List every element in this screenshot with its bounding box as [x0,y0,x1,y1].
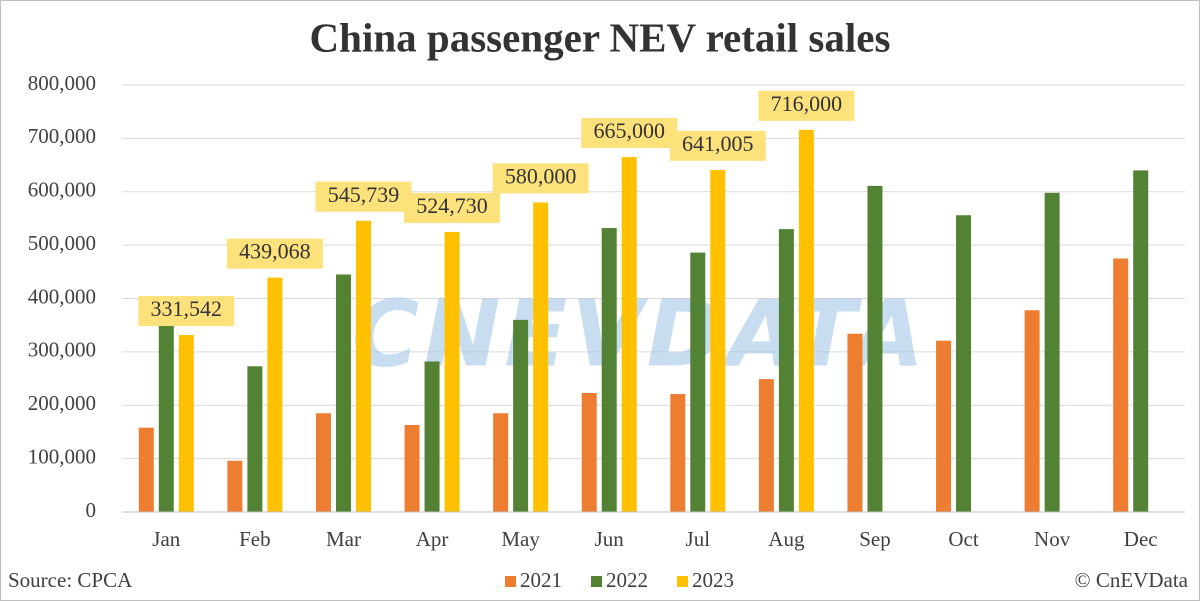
x-tick-label: Aug [768,527,805,551]
y-tick-label: 300,000 [28,338,96,362]
bar [1113,258,1129,512]
legend-swatch [677,576,688,587]
x-tick-label: Jul [686,527,711,551]
bar [424,361,440,512]
y-tick-label: 800,000 [28,71,96,95]
bar [1024,310,1040,512]
bar [267,277,283,512]
bar [178,335,194,512]
value-label: 439,068 [239,239,311,264]
bar [315,413,331,512]
bar [335,274,351,512]
value-label-box [138,296,235,327]
bar [867,185,883,512]
x-tick-label: Apr [416,527,449,551]
value-label-box [758,90,855,121]
credit: © CnEVData [1075,568,1189,592]
bar [670,394,686,512]
legend-swatch [591,576,602,587]
bar [513,319,529,512]
bar [758,379,774,512]
value-label: 331,542 [151,296,223,321]
source: Source: CPCA [8,568,133,592]
value-label: 641,005 [682,131,754,156]
bar [404,424,420,512]
bar [247,366,263,512]
legend-label: 2021 [520,568,562,592]
bar [710,169,726,512]
bar [690,252,706,512]
bar [798,129,814,512]
value-label-box [315,181,412,212]
y-tick-label: 200,000 [28,391,96,415]
x-tick-label: Feb [239,527,271,551]
y-tick-label: 400,000 [28,284,96,308]
bar [1133,170,1149,512]
y-tick-label: 500,000 [28,231,96,255]
x-tick-label: Nov [1034,527,1071,551]
x-tick-label: Dec [1124,527,1158,551]
value-label-box [404,192,501,223]
bar [444,231,460,513]
value-label: 545,739 [328,182,400,207]
legend-swatch [505,576,516,587]
chart-title: China passenger NEV retail sales [310,14,891,60]
bar [956,215,972,513]
bar [227,460,243,512]
bar [493,413,509,512]
value-label: 524,730 [416,193,488,218]
y-tick-label: 600,000 [28,178,96,202]
bar [847,333,863,512]
legend-label: 2022 [606,568,648,592]
value-label: 580,000 [505,163,577,188]
value-label: 665,000 [593,118,665,143]
bar [778,229,794,513]
bar [355,220,371,513]
bar [581,392,597,512]
bar [1044,192,1060,512]
bar [601,228,617,513]
value-label-box [669,130,766,161]
bar [936,340,952,512]
y-tick-label: 700,000 [28,124,96,148]
bar [158,325,174,512]
x-tick-label: Jan [152,527,180,551]
legend-label: 2023 [692,568,734,592]
x-tick-label: Jun [595,527,625,551]
bar [138,427,154,512]
bar [533,202,549,513]
value-label: 716,000 [771,91,843,116]
value-label-box [226,238,323,269]
x-tick-label: Mar [326,527,361,551]
value-label-box [581,118,678,149]
x-tick-label: Oct [948,527,978,551]
y-tick-label: 100,000 [28,444,96,468]
y-tick-label: 0 [86,498,97,522]
bar [621,157,637,512]
value-label-box [492,163,589,194]
x-tick-label: Sep [859,527,891,551]
x-tick-label: May [501,527,540,551]
